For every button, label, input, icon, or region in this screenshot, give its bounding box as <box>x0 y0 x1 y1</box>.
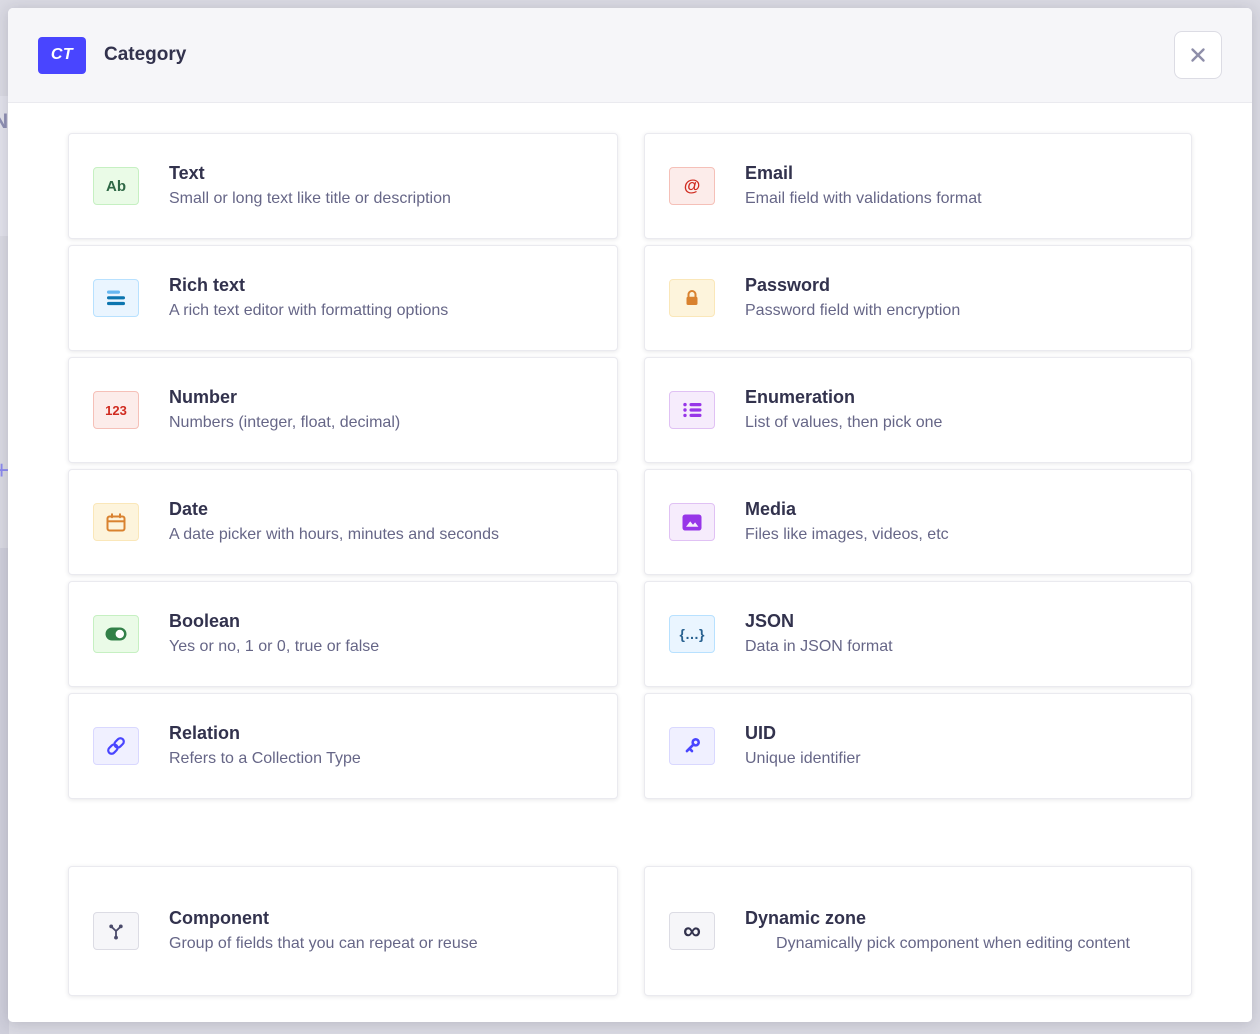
field-description: A date picker with hours, minutes and se… <box>169 526 499 543</box>
field-title: Dynamic zone <box>745 908 867 928</box>
field-card-json[interactable]: {…} JSON Data in JSON format <box>644 581 1192 687</box>
field-text: Component Group of fields that you can r… <box>169 906 593 956</box>
field-title: Rich text <box>169 275 246 295</box>
field-title: Relation <box>169 723 241 743</box>
field-text: Media Files like images, videos, etc <box>745 497 1167 547</box>
close-icon <box>1187 44 1209 66</box>
field-card-text[interactable]: Ab Text Small or long text like title or… <box>68 133 618 239</box>
field-description: Files like images, videos, etc <box>745 526 949 543</box>
field-card-boolean[interactable]: Boolean Yes or no, 1 or 0, true or false <box>68 581 618 687</box>
field-title: Password <box>745 275 831 295</box>
branch-icon <box>93 912 139 950</box>
field-text: Rich text A rich text editor with format… <box>169 273 593 323</box>
field-description: Dynamically pick component when editing … <box>776 935 1130 952</box>
bullet-list-icon <box>669 391 715 429</box>
field-text: Boolean Yes or no, 1 or 0, true or false <box>169 609 593 659</box>
field-type-modal: CT Category Ab Text Small or long text l… <box>8 8 1252 1022</box>
field-title: Date <box>169 499 209 519</box>
backdrop-strip <box>0 96 9 236</box>
calendar-icon <box>93 503 139 541</box>
braces-icon: {…} <box>669 615 715 653</box>
field-description: Small or long text like title or descrip… <box>169 190 451 207</box>
field-card-number[interactable]: 123 Number Numbers (integer, float, deci… <box>68 357 618 463</box>
at-sign-icon: @ <box>669 167 715 205</box>
text-lines-icon <box>93 279 139 317</box>
lock-icon <box>669 279 715 317</box>
field-card-relation[interactable]: Relation Refers to a Collection Type <box>68 693 618 799</box>
field-text: Enumeration List of values, then pick on… <box>745 385 1167 435</box>
field-card-password[interactable]: Password Password field with encryption <box>644 245 1192 351</box>
field-text: UID Unique identifier <box>745 721 1167 771</box>
close-button[interactable] <box>1174 31 1222 79</box>
modal-header: CT Category <box>8 8 1252 103</box>
field-text: Text Small or long text like title or de… <box>169 161 593 211</box>
field-text: Email Email field with validations forma… <box>745 161 1167 211</box>
field-card-richtext[interactable]: Rich text A rich text editor with format… <box>68 245 618 351</box>
modal-body: Ab Text Small or long text like title or… <box>8 103 1252 1022</box>
field-description: Group of fields that you can repeat or r… <box>169 935 478 952</box>
chain-link-icon <box>93 727 139 765</box>
field-grid: Ab Text Small or long text like title or… <box>68 133 1192 799</box>
field-text: Password Password field with encryption <box>745 273 1167 323</box>
field-title: Text <box>169 163 205 183</box>
field-text: Relation Refers to a Collection Type <box>169 721 593 771</box>
field-description: List of values, then pick one <box>745 414 943 431</box>
field-description: Unique identifier <box>745 750 861 767</box>
infinity-icon: ∞ <box>669 912 715 950</box>
field-text: Number Numbers (integer, float, decimal) <box>169 385 593 435</box>
field-title: UID <box>745 723 776 743</box>
field-card-dynamiczone[interactable]: ∞ Dynamic zone Dynamically pick componen… <box>644 866 1192 996</box>
field-description: Password field with encryption <box>745 302 961 319</box>
field-title: JSON <box>745 611 795 631</box>
backdrop-strip <box>0 548 9 1034</box>
key-icon <box>669 727 715 765</box>
field-card-date[interactable]: Date A date picker with hours, minutes a… <box>68 469 618 575</box>
field-title: Number <box>169 387 238 407</box>
field-text: Date A date picker with hours, minutes a… <box>169 497 593 547</box>
picture-icon <box>669 503 715 541</box>
ab-icon: Ab <box>93 167 139 205</box>
toggle-icon <box>93 615 139 653</box>
field-title: Email <box>745 163 794 183</box>
advanced-field-grid: Component Group of fields that you can r… <box>68 866 1192 996</box>
field-title: Enumeration <box>745 387 856 407</box>
content-type-badge: CT <box>38 36 86 74</box>
field-description: Data in JSON format <box>745 638 893 655</box>
field-title: Media <box>745 499 797 519</box>
field-card-component[interactable]: Component Group of fields that you can r… <box>68 866 618 996</box>
field-description: Numbers (integer, float, decimal) <box>169 414 401 431</box>
field-title: Component <box>169 908 269 928</box>
field-title: Boolean <box>169 611 241 631</box>
field-card-media[interactable]: Media Files like images, videos, etc <box>644 469 1192 575</box>
modal-title: Category <box>104 44 187 65</box>
field-card-enumeration[interactable]: Enumeration List of values, then pick on… <box>644 357 1192 463</box>
123-icon: 123 <box>93 391 139 429</box>
field-description: Email field with validations format <box>745 190 982 207</box>
field-card-email[interactable]: @ Email Email field with validations for… <box>644 133 1192 239</box>
field-text: Dynamic zone Dynamically pick component … <box>745 906 1167 956</box>
field-description: Yes or no, 1 or 0, true or false <box>169 638 380 655</box>
field-description: A rich text editor with formatting optio… <box>169 302 449 319</box>
field-description: Refers to a Collection Type <box>169 750 361 767</box>
field-card-uid[interactable]: UID Unique identifier <box>644 693 1192 799</box>
field-text: JSON Data in JSON format <box>745 609 1167 659</box>
